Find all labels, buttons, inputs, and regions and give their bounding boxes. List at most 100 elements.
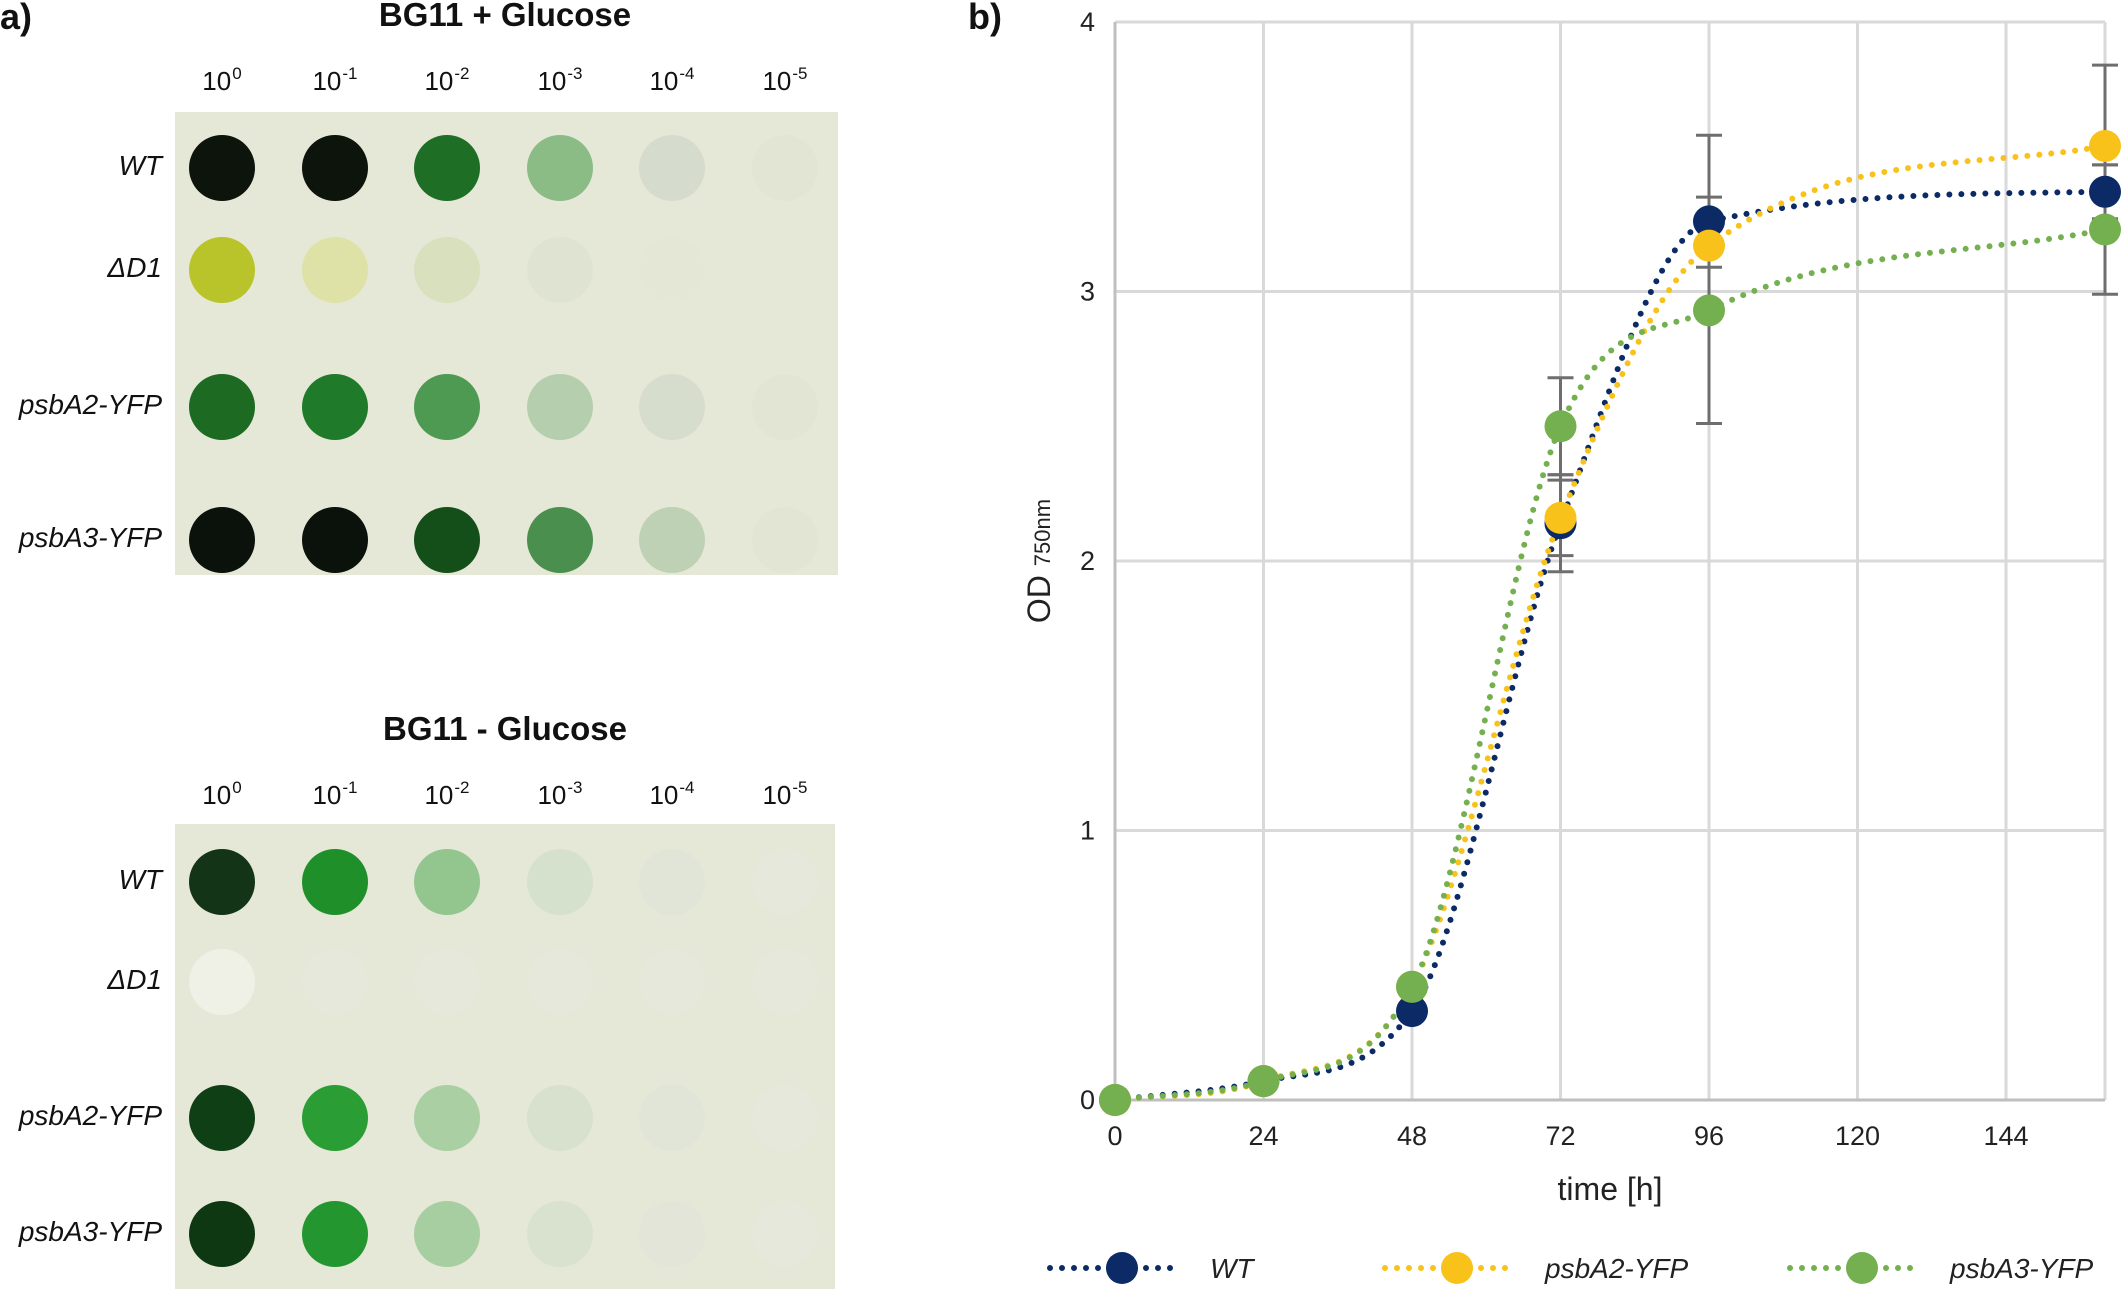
legend-label: psbA3-YFP: [1949, 1253, 2093, 1284]
colony-spot: [752, 374, 818, 440]
x-tick-label: 144: [1983, 1121, 2028, 1151]
colony-spot: [302, 1085, 368, 1151]
strain-label: WT: [118, 150, 162, 181]
colony-spot: [302, 849, 368, 915]
strain-label: psbA2-YFP: [18, 389, 162, 420]
colony-spot: [414, 237, 480, 303]
x-tick-label: 72: [1545, 1121, 1575, 1151]
colony-spot: [414, 1201, 480, 1267]
y-tick-label: 2: [1080, 546, 1095, 576]
colony-spot: [752, 1201, 818, 1267]
dilution-label: 10-3: [537, 778, 583, 810]
dilution-label: 10-2: [424, 778, 470, 810]
plate-title: BG11 - Glucose: [383, 710, 627, 747]
dilution-label: 10-5: [762, 778, 808, 810]
colony-spot: [639, 374, 705, 440]
colony-spot: [752, 949, 818, 1015]
colony-spot: [414, 374, 480, 440]
colony-spot: [302, 237, 368, 303]
data-point-psbA2-YFP: [2089, 129, 2121, 162]
colony-spot: [527, 135, 593, 201]
data-point-psbA2-YFP: [1693, 229, 1725, 262]
dilution-label: 100: [202, 778, 242, 810]
colony-spot: [752, 237, 818, 303]
colony-spot: [414, 849, 480, 915]
agar-plate: [175, 824, 835, 1289]
colony-spot: [752, 849, 818, 915]
colony-spot: [752, 1085, 818, 1151]
legend-label: psbA2-YFP: [1544, 1253, 1688, 1284]
data-point-WT: [1693, 205, 1725, 238]
colony-spot: [527, 1085, 593, 1151]
colony-spot: [752, 507, 818, 573]
data-point-WT: [2089, 175, 2121, 208]
colony-spot: [302, 949, 368, 1015]
dilution-label: 10-3: [537, 64, 583, 96]
dilution-label: 100: [202, 64, 242, 96]
colony-spot: [527, 374, 593, 440]
data-point-psbA2-YFP: [1544, 501, 1577, 534]
dilution-label: 10-1: [312, 778, 358, 810]
agar-plate: [175, 112, 838, 575]
y-axis-title: OD 750nm: [1021, 499, 1057, 623]
plate-title: BG11 + Glucose: [378, 0, 632, 33]
colony-spot: [639, 135, 705, 201]
data-point-psbA3-YFP: [1247, 1065, 1280, 1098]
colony-spot: [302, 135, 368, 201]
strain-label: ΔD1: [107, 252, 162, 283]
colony-spot: [414, 135, 480, 201]
colony-spot: [302, 507, 368, 573]
colony-spot: [527, 949, 593, 1015]
data-point-psbA3-YFP: [2089, 213, 2121, 246]
colony-spot: [189, 135, 255, 201]
colony-spot: [302, 374, 368, 440]
strain-label: psbA2-YFP: [18, 1100, 162, 1131]
strain-label: ΔD1: [107, 964, 162, 995]
strain-label: psbA3-YFP: [18, 522, 162, 553]
x-tick-label: 96: [1694, 1121, 1724, 1151]
colony-spot: [752, 135, 818, 201]
strain-label: WT: [118, 864, 162, 895]
colony-spot: [414, 1085, 480, 1151]
y-tick-label: 4: [1080, 7, 1095, 37]
colony-spot: [414, 949, 480, 1015]
colony-spot: [639, 949, 705, 1015]
colony-spot: [639, 237, 705, 303]
x-tick-label: 24: [1248, 1121, 1278, 1151]
x-tick-label: 120: [1835, 1121, 1880, 1151]
legend-marker-WT: [1106, 1252, 1138, 1284]
colony-spot: [639, 1201, 705, 1267]
legend-marker-psbA3-YFP: [1846, 1252, 1878, 1284]
panel-b-label: b): [968, 0, 1002, 37]
colony-spot: [639, 1085, 705, 1151]
colony-spot: [639, 507, 705, 573]
colony-spot: [189, 507, 255, 573]
x-tick-label: 48: [1397, 1121, 1427, 1151]
colony-spot: [414, 507, 480, 573]
dilution-label: 10-1: [312, 64, 358, 96]
dilution-label: 10-5: [762, 64, 808, 96]
colony-spot: [302, 1201, 368, 1267]
data-point-psbA3-YFP: [1099, 1084, 1131, 1116]
colony-spot: [189, 949, 255, 1015]
panel-a-label: a): [0, 0, 33, 37]
colony-spot: [189, 374, 255, 440]
dilution-label: 10-4: [649, 778, 695, 810]
colony-spot: [639, 849, 705, 915]
x-tick-label: 0: [1107, 1121, 1122, 1151]
data-point-psbA3-YFP: [1693, 294, 1725, 327]
colony-spot: [527, 507, 593, 573]
colony-spot: [527, 237, 593, 303]
y-tick-label: 1: [1080, 816, 1095, 846]
dilution-label: 10-4: [649, 64, 695, 96]
legend-label: WT: [1210, 1253, 1255, 1284]
y-tick-label: 3: [1080, 277, 1095, 307]
colony-spot: [189, 1201, 255, 1267]
data-point-psbA3-YFP: [1544, 410, 1577, 443]
colony-spot: [527, 1201, 593, 1267]
dilution-label: 10-2: [424, 64, 470, 96]
strain-label: psbA3-YFP: [18, 1216, 162, 1247]
colony-spot: [189, 1085, 255, 1151]
x-axis-title: time [h]: [1558, 1171, 1663, 1207]
